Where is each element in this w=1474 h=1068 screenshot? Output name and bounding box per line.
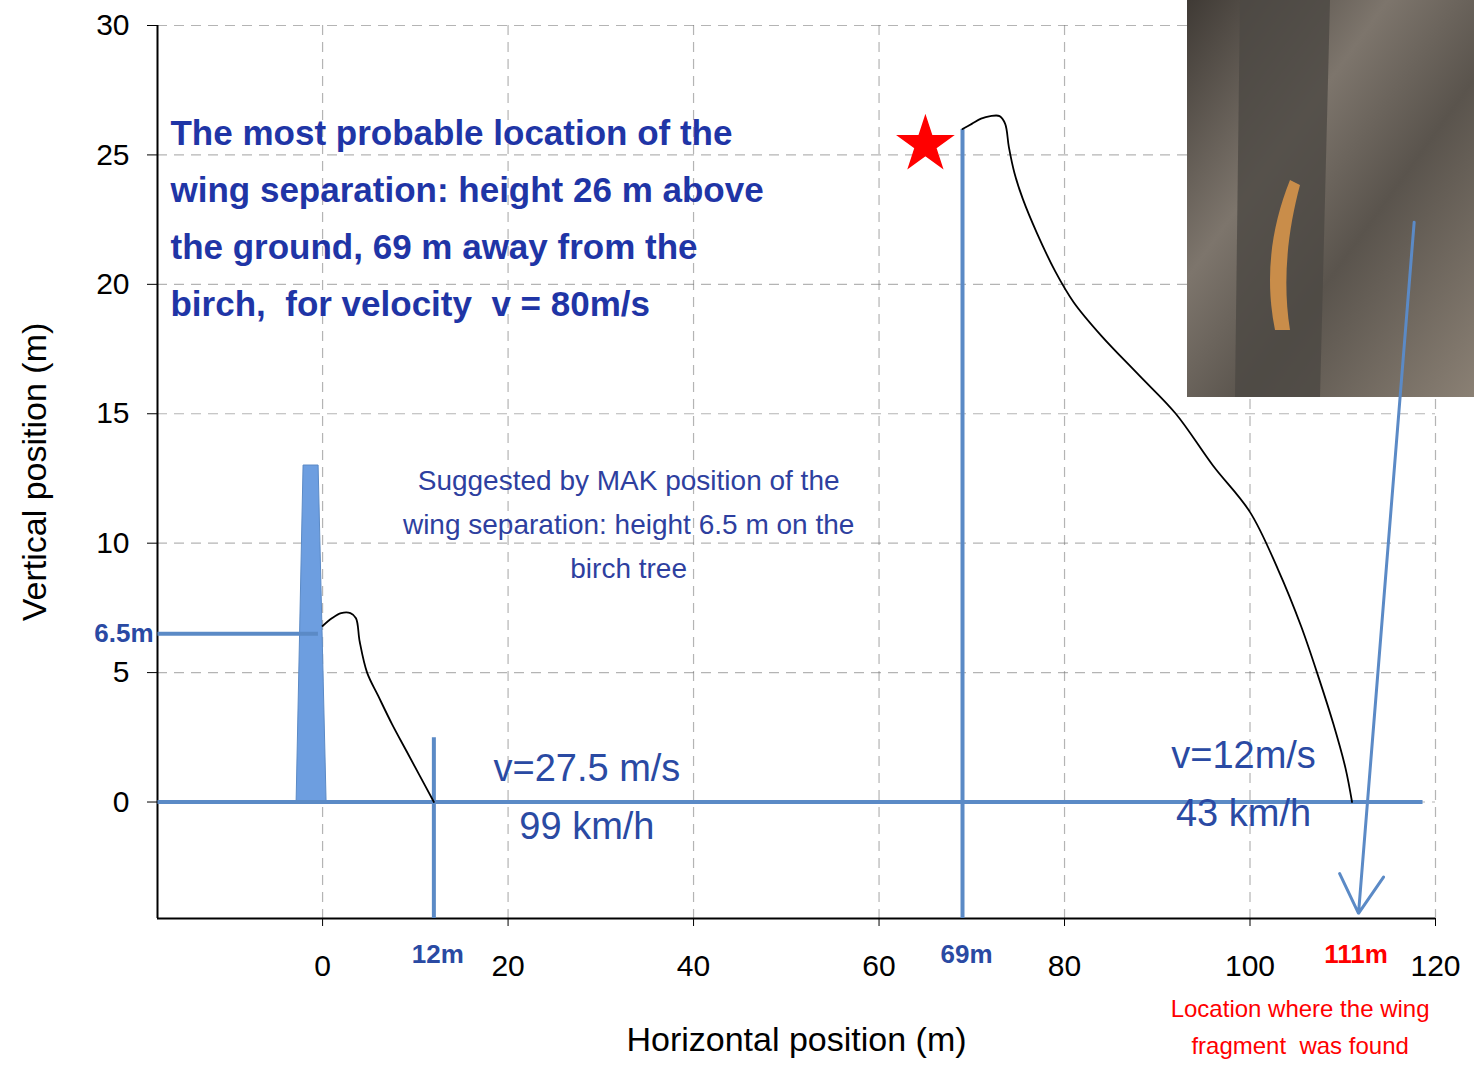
svg-text:15: 15 [96, 396, 129, 429]
svg-text:birch, for velocity v = 80m/: birch, for velocity v = 80m/s [170, 284, 650, 323]
svg-text:Suggested by MAK position of t: Suggested by MAK position of the [418, 465, 840, 496]
svg-text:v=27.5 m/s: v=27.5 m/s [493, 747, 680, 789]
svg-text:wing separation: height 26 m a: wing separation: height 26 m above [169, 170, 763, 209]
svg-text:0: 0 [113, 785, 130, 818]
svg-text:Horizontal position (m): Horizontal position (m) [626, 1020, 966, 1058]
svg-text:5: 5 [113, 655, 130, 688]
svg-text:111m: 111m [1324, 939, 1388, 969]
svg-text:20: 20 [96, 267, 129, 300]
svg-text:the ground, 69 m away from the: the ground, 69 m away from the [170, 227, 697, 266]
svg-text:The most probable location of: The most probable location of the [170, 113, 732, 152]
svg-text:99 km/h: 99 km/h [519, 805, 654, 847]
svg-text:Location where the wing: Location where the wing [1171, 995, 1430, 1022]
svg-text:10: 10 [96, 526, 129, 559]
svg-text:12m: 12m [412, 939, 464, 969]
svg-text:30: 30 [96, 8, 129, 41]
svg-text:43 km/h: 43 km/h [1176, 792, 1311, 834]
svg-text:40: 40 [677, 949, 710, 982]
svg-text:birch tree: birch tree [570, 553, 687, 584]
svg-text:60: 60 [862, 949, 895, 982]
svg-text:v=12m/s: v=12m/s [1171, 734, 1316, 776]
svg-text:fragment was found: fragment was found [1191, 1032, 1408, 1059]
svg-text:0: 0 [314, 949, 331, 982]
svg-text:Vertical position (m): Vertical position (m) [15, 323, 53, 622]
svg-text:120: 120 [1410, 949, 1460, 982]
svg-text:80: 80 [1048, 949, 1081, 982]
svg-text:69m: 69m [940, 939, 992, 969]
svg-text:25: 25 [96, 138, 129, 171]
svg-text:6.5m: 6.5m [94, 618, 153, 648]
svg-text:20: 20 [491, 949, 524, 982]
svg-text:wing separation: height 6.5 m: wing separation: height 6.5 m on the [402, 509, 854, 540]
svg-text:100: 100 [1225, 949, 1275, 982]
